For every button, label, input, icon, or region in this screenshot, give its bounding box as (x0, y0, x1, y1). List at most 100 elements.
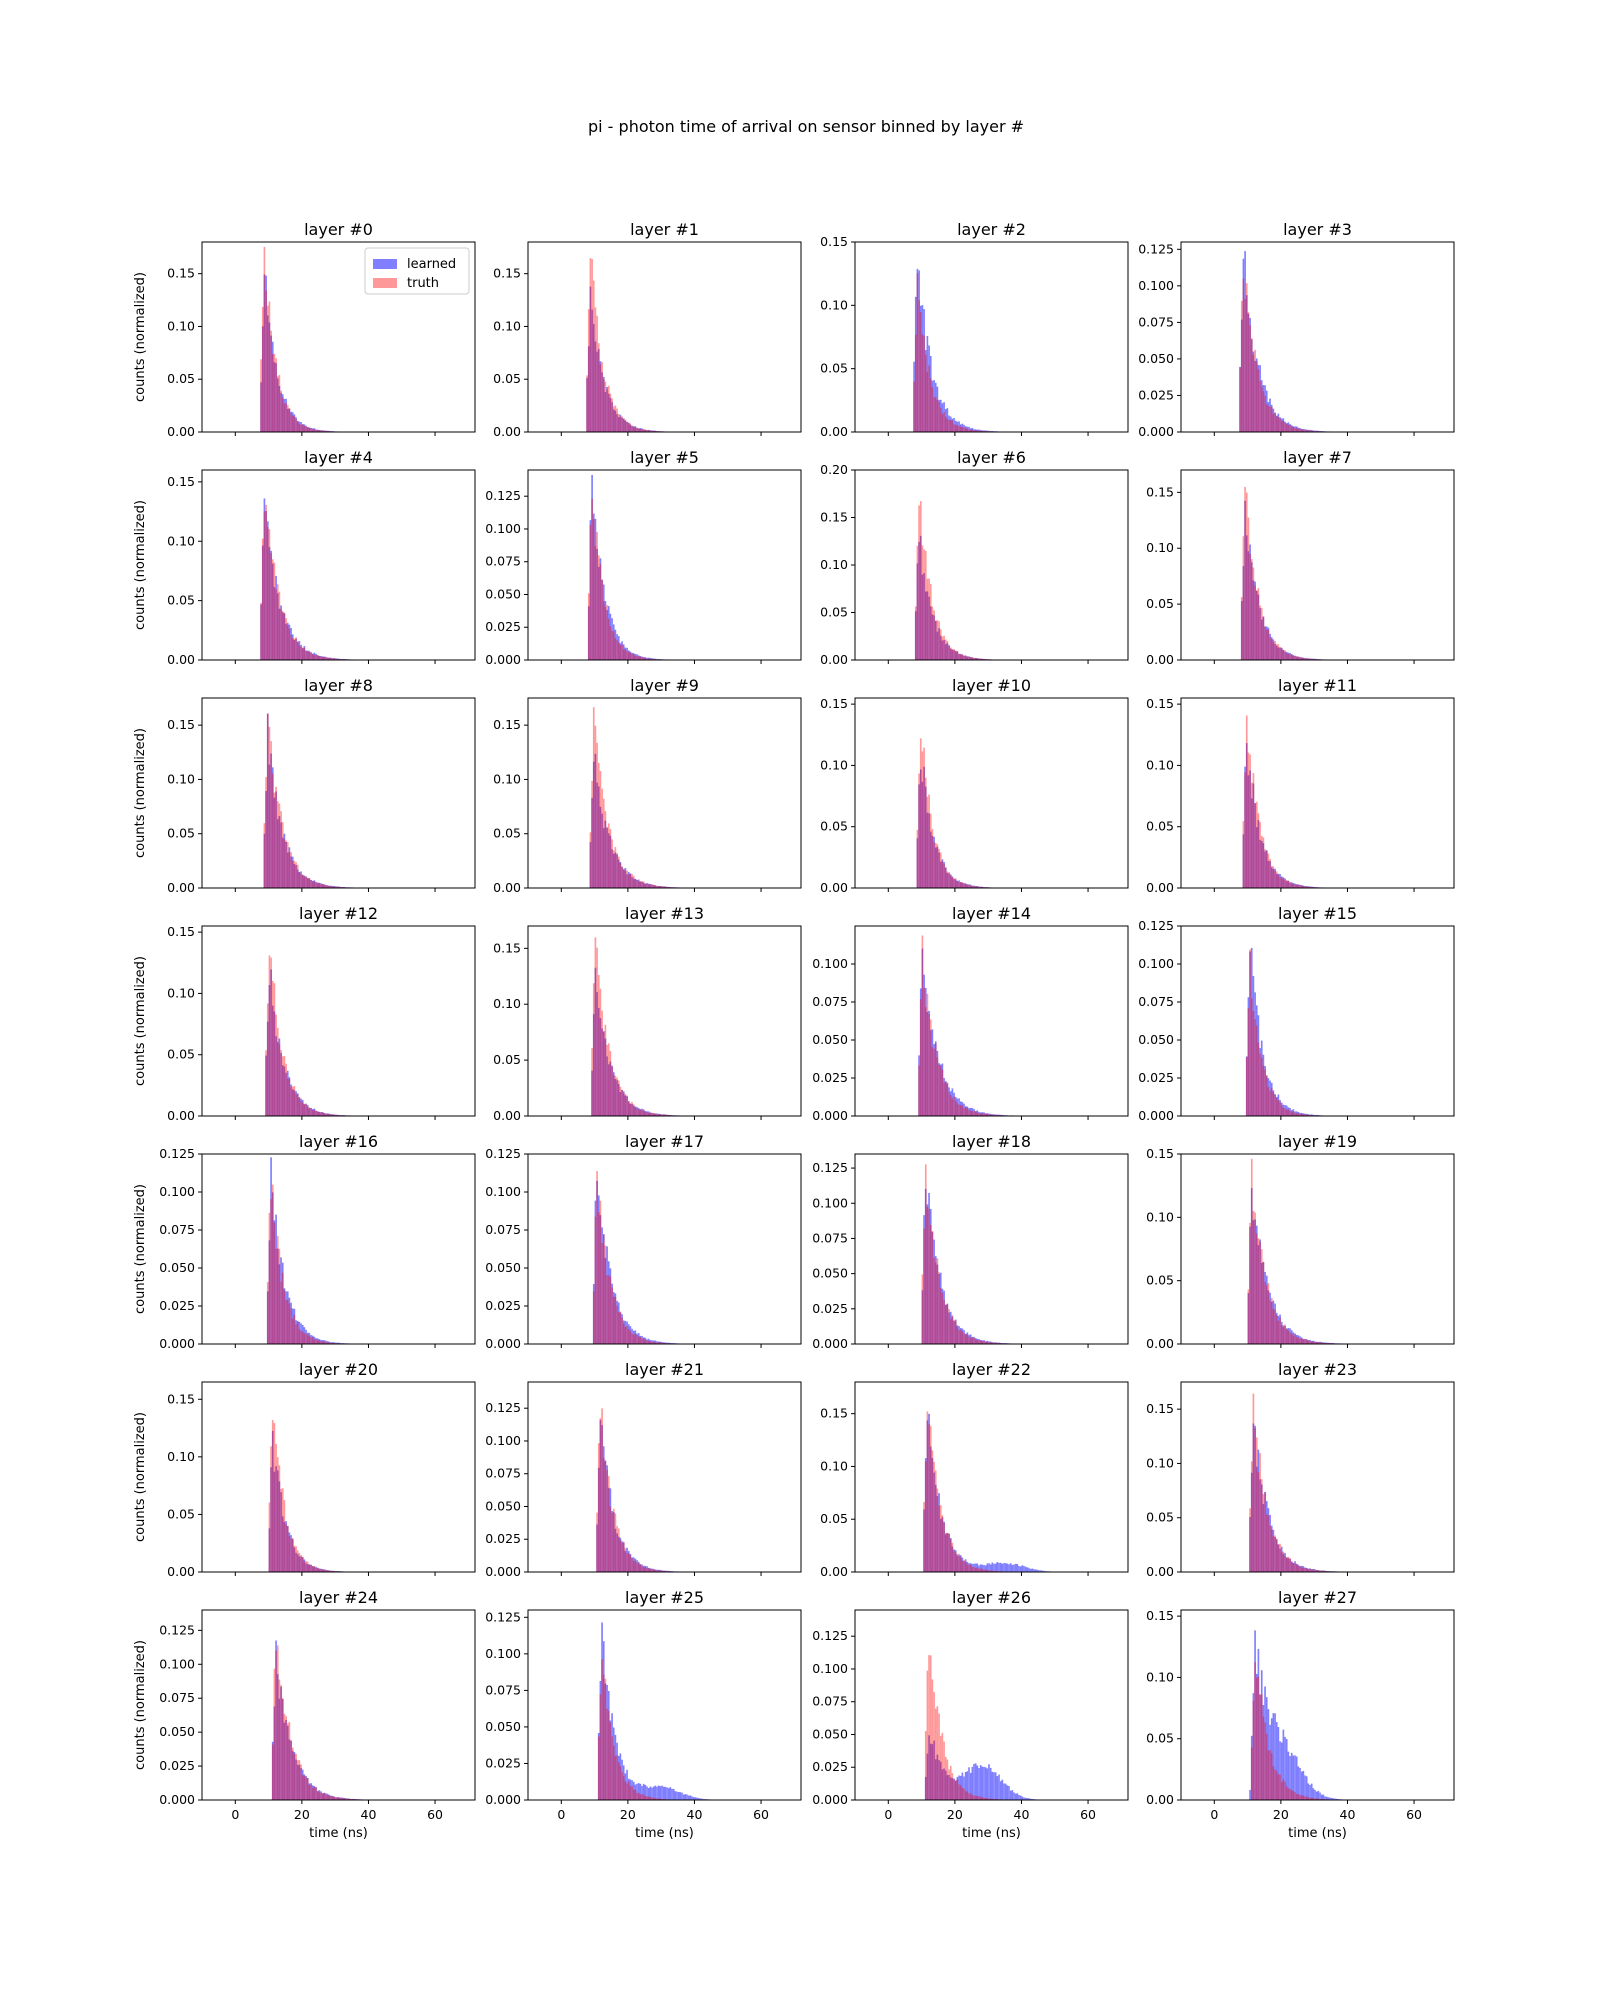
truth-bar (591, 498, 593, 660)
learned-bar (597, 1467, 600, 1572)
truth-bar (300, 1100, 302, 1116)
truth-bar (278, 803, 281, 888)
truth-bar (949, 1538, 952, 1572)
x-tick-label: 0 (1210, 1807, 1218, 1822)
truth-bar (1250, 1461, 1253, 1572)
truth-bar (1269, 858, 1271, 888)
truth-bar (921, 1274, 924, 1344)
truth-bar (984, 1113, 987, 1116)
learned-bar (1302, 429, 1305, 432)
learned-bar (1255, 827, 1258, 888)
learned-bar (943, 1768, 945, 1800)
plot-frame (527, 1153, 802, 1345)
truth-bar (321, 1569, 324, 1572)
learned-bar (278, 1264, 281, 1344)
learned-bar (981, 1766, 984, 1800)
y-tick-label: 0.15 (1146, 696, 1174, 711)
learned-bar (1309, 1568, 1311, 1572)
truth-bar (931, 387, 934, 432)
truth-bar (971, 886, 974, 888)
learned-bar (1307, 429, 1310, 432)
truth-bar (1242, 821, 1245, 888)
truth-bar (1300, 1113, 1303, 1116)
truth-bar (1302, 657, 1305, 660)
learned-bar (637, 428, 640, 432)
learned-bar (672, 1788, 675, 1800)
truth-bar (654, 1113, 657, 1116)
learned-bar (599, 1215, 602, 1344)
learned-bar (959, 1101, 962, 1116)
learned-bar (1315, 1570, 1318, 1572)
x-tick-label: 0 (231, 1807, 239, 1822)
learned-bar (1320, 1570, 1323, 1572)
learned-bar (666, 1787, 668, 1800)
learned-bar (1297, 1335, 1300, 1344)
truth-bar (1312, 658, 1315, 660)
truth-bar (1269, 406, 1271, 432)
truth-bar (921, 545, 924, 660)
learned-bar (326, 1341, 329, 1344)
truth-bar (278, 1044, 281, 1116)
truth-bar (1289, 654, 1291, 660)
truth-bar (303, 1561, 306, 1572)
learned-bar (651, 1340, 653, 1344)
truth-bar (325, 1570, 327, 1572)
truth-bar (928, 365, 930, 432)
learned-bar (656, 1786, 658, 1800)
learned-bar (624, 1773, 627, 1800)
learned-bar (311, 1566, 314, 1572)
truth-bar (597, 555, 600, 660)
truth-bar (959, 1556, 962, 1572)
truth-bar (617, 414, 620, 432)
learned-bar (276, 378, 279, 432)
learned-histogram (266, 1157, 356, 1344)
truth-bar (288, 1721, 291, 1800)
truth-bar (1302, 885, 1305, 888)
learned-bar (321, 1569, 324, 1572)
truth-bar (1262, 391, 1265, 432)
truth-bar (642, 429, 645, 432)
truth-bar (991, 1342, 994, 1344)
learned-bar (1302, 1113, 1305, 1116)
learned-bar (978, 1565, 980, 1572)
learned-bar (323, 1113, 326, 1116)
truth-bar (340, 1797, 342, 1800)
learned-bar (326, 1113, 329, 1116)
learned-bar (1272, 408, 1275, 432)
y-tick-label: 0.000 (1138, 424, 1174, 439)
learned-bar (636, 427, 638, 432)
learned-bar (338, 886, 341, 888)
truth-bar (1309, 1797, 1311, 1800)
truth-bar (589, 258, 592, 432)
learned-bar (622, 1320, 625, 1344)
learned-bar (1292, 655, 1295, 660)
truth-bar (939, 629, 942, 660)
learned-bar (1282, 418, 1285, 432)
truth-bar (974, 886, 977, 888)
learned-bar (599, 1680, 602, 1800)
learned-bar (1255, 358, 1258, 432)
learned-bar (311, 428, 314, 432)
learned-bar (631, 425, 633, 432)
learned-bar (1270, 867, 1273, 888)
learned-bar (1320, 1342, 1323, 1344)
truth-bar (934, 1708, 937, 1800)
truth-bar (602, 1234, 605, 1344)
truth-bar (619, 1540, 622, 1572)
learned-bar (629, 1326, 632, 1344)
learned-bar (929, 1209, 932, 1344)
learned-bar (281, 1262, 284, 1344)
truth-bar (966, 884, 969, 888)
truth-bar (320, 1112, 322, 1116)
truth-bar (271, 773, 274, 888)
truth-bar (301, 424, 304, 432)
learned-bar (285, 1521, 287, 1572)
truth-bar (291, 1537, 294, 1572)
learned-bar (291, 1750, 294, 1800)
truth-bar (918, 505, 920, 660)
learned-bar (624, 1320, 627, 1344)
learned-bar (305, 1329, 307, 1344)
learned-histogram (1242, 743, 1330, 888)
truth-bar (1309, 886, 1311, 888)
panel-layer-23: layer #230.000.050.100.15 (1146, 1360, 1455, 1579)
